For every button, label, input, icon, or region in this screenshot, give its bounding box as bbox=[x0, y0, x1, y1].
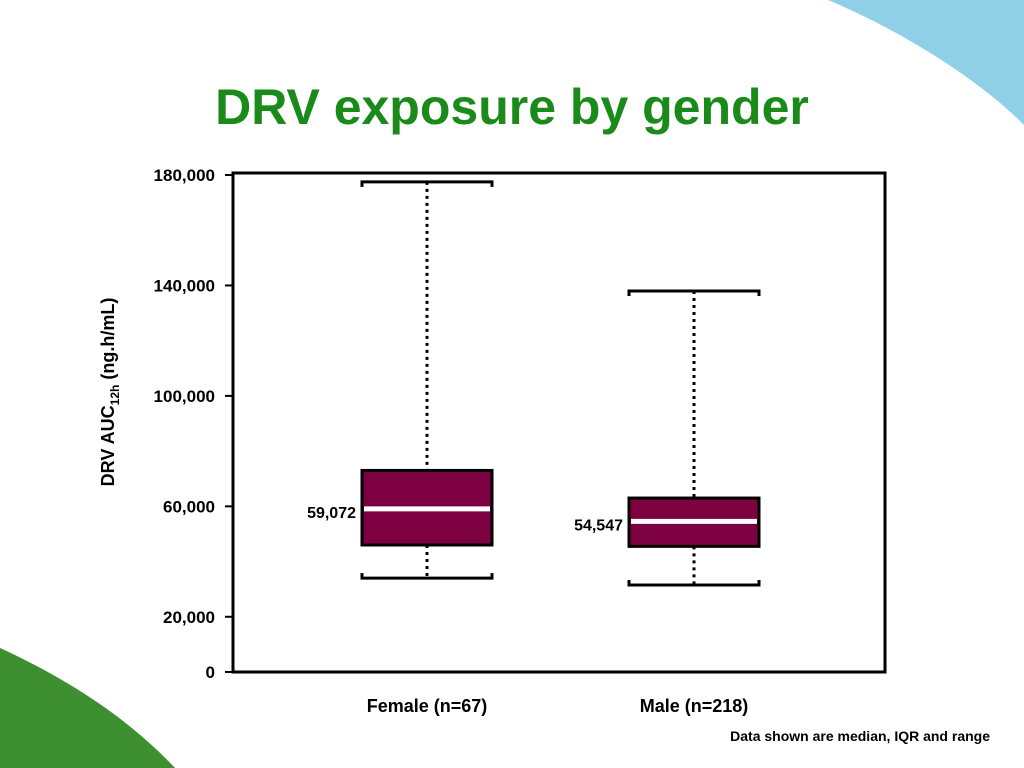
x-axis-labels: Female (n=67) Male (n=218) bbox=[367, 696, 749, 716]
lower-whisker-cap bbox=[627, 580, 761, 587]
y-axis-title-unit: (ng.h/mL) bbox=[98, 298, 118, 385]
slide-title: DRV exposure by gender bbox=[215, 79, 809, 135]
median-value-label: 54,547 bbox=[574, 517, 623, 534]
median-value-label: 59,072 bbox=[307, 505, 356, 522]
y-tick-label: 100,000 bbox=[154, 387, 215, 406]
y-tick-label: 140,000 bbox=[154, 276, 215, 295]
y-tick-label: 60,000 bbox=[163, 497, 215, 516]
x-category-label: Male (n=218) bbox=[640, 696, 749, 716]
plot-frame bbox=[231, 171, 887, 674]
footnote: Data shown are median, IQR and range bbox=[730, 728, 990, 744]
y-tick-label: 20,000 bbox=[163, 608, 215, 627]
y-tick-label: 180,000 bbox=[154, 166, 215, 185]
x-category-label: Female (n=67) bbox=[367, 696, 488, 716]
top-right-teal-swoosh bbox=[828, 0, 1024, 125]
box-group: 54,547 bbox=[574, 289, 761, 587]
y-axis-title-main: DRV AUC bbox=[98, 405, 118, 486]
box-series: 59,072 54,547 bbox=[307, 180, 761, 587]
y-axis-ticks: 0 20,000 60,000 100,000 140,000 180,000 bbox=[154, 166, 233, 682]
upper-whisker-cap bbox=[360, 180, 494, 187]
y-axis-title: DRV AUC12h (ng.h/mL) bbox=[98, 298, 122, 487]
lower-whisker-cap bbox=[360, 573, 494, 580]
box-group: 59,072 bbox=[307, 180, 494, 580]
upper-whisker-cap bbox=[627, 289, 761, 296]
y-axis-title-subscript: 12h bbox=[108, 385, 122, 406]
y-tick-label: 0 bbox=[206, 663, 215, 682]
bottom-left-green-swoosh bbox=[0, 648, 175, 768]
